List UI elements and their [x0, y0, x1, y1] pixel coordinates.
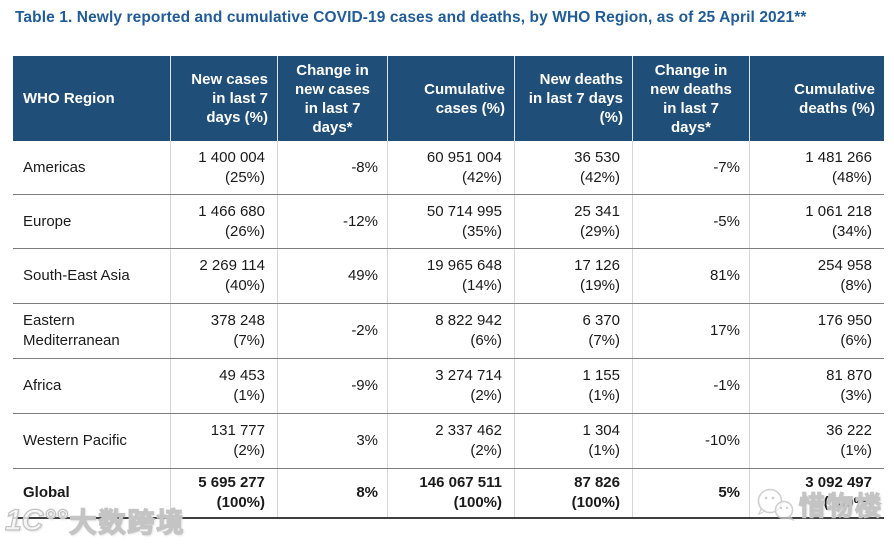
table-row-africa: Africa 49 453 (1%) -9% 3 274 714 (2%) 1 … — [13, 359, 884, 414]
region-cell: Europe — [13, 195, 171, 248]
header-line: in last 7 days — [528, 90, 623, 107]
header-line: in last 7 — [304, 99, 361, 117]
cumulative-cases-cell: 50 714 995 (35%) — [388, 195, 515, 248]
change-new-deaths-cell: -10% — [633, 414, 750, 468]
new-deaths-cell: 1 304 (1%) — [515, 414, 633, 468]
cumulative-cases-cell: 146 067 511 (100%) — [388, 469, 515, 517]
new-cases-cell: 49 453 (1%) — [171, 359, 278, 413]
header-line: days (%) — [206, 109, 268, 126]
header-who-region: WHO Region — [13, 56, 171, 141]
cumulative-cases-cell: 19 965 648 (14%) — [388, 249, 515, 303]
change-new-deaths-cell: -7% — [633, 141, 750, 194]
cumulative-deaths-cell: 254 958 (8%) — [817, 257, 872, 294]
header-line: in last 7 — [212, 90, 268, 107]
cumulative-deaths-cell: 176 950 (6%) — [817, 312, 872, 349]
header-line: deaths (%) — [799, 99, 875, 117]
table-header-row: WHO Region New cases in last 7 days (%) … — [13, 56, 884, 141]
region-cell: Western Pacific — [13, 414, 171, 468]
cumulative-deaths-cell: 81 870 (3%) — [826, 367, 872, 404]
new-deaths-cell: 1 155 (1%) — [515, 359, 633, 413]
header-line: days* — [670, 118, 712, 136]
new-deaths-cell: 87 826 (100%) — [515, 469, 633, 517]
header-line: (%) — [599, 109, 623, 126]
table-row-eastern-mediterranean: Eastern Mediterranean 378 248 (7%) -2% 8… — [13, 304, 884, 359]
change-new-cases-cell: -2% — [278, 304, 388, 358]
cumulative-deaths-cell: 36 222 (1%) — [826, 422, 872, 459]
covid-table: WHO Region New cases in last 7 days (%) … — [13, 56, 884, 519]
table-row-global: Global 5 695 277 (100%) 8% 146 067 511 (… — [13, 469, 884, 519]
region-cell: South-East Asia — [13, 249, 171, 303]
new-cases-cell: 1 466 680 (26%) — [171, 195, 278, 248]
new-cases-cell: 131 777 (2%) — [171, 414, 278, 468]
cumulative-cases-cell: 2 337 462 (2%) — [388, 414, 515, 468]
change-new-cases-cell: -9% — [278, 359, 388, 413]
header-change-new-cases: Change in new cases in last 7 days* — [278, 56, 388, 141]
change-new-deaths-cell: -1% — [633, 359, 750, 413]
header-cumulative-deaths: Cumulative deaths (%) — [750, 56, 884, 141]
change-new-cases-cell: 49% — [278, 249, 388, 303]
new-cases-cell: 1 400 004 (25%) — [171, 141, 278, 194]
new-deaths-cell: 6 370 (7%) — [515, 304, 633, 358]
cumulative-cases-cell: 8 822 942 (6%) — [388, 304, 515, 358]
region-cell: Africa — [13, 359, 171, 413]
change-new-cases-cell: -8% — [278, 141, 388, 194]
change-new-cases-cell: 3% — [278, 414, 388, 468]
header-new-cases: New cases in last 7 days (%) — [171, 56, 278, 141]
table-row-americas: Americas 1 400 004 (25%) -8% 60 951 004 … — [13, 141, 884, 195]
page-title: Table 1. Newly reported and cumulative C… — [15, 9, 807, 26]
new-cases-cell: 378 248 (7%) — [171, 304, 278, 358]
change-new-deaths-cell: 81% — [633, 249, 750, 303]
header-line: Cumulative — [424, 80, 505, 98]
cumulative-cases-cell: 3 274 714 (2%) — [388, 359, 515, 413]
header-cumulative-cases: Cumulative cases (%) — [388, 56, 515, 141]
region-cell: Eastern Mediterranean — [13, 304, 171, 358]
cumulative-deaths-cell: 3 092 497 (100%) — [805, 474, 872, 511]
table-row-europe: Europe 1 466 680 (26%) -12% 50 714 995 (… — [13, 195, 884, 249]
header-line: new deaths — [650, 80, 732, 98]
region-cell: Americas — [13, 141, 171, 194]
header-line: Cumulative — [794, 80, 875, 98]
new-cases-cell: 2 269 114 (40%) — [171, 249, 278, 303]
change-new-cases-cell: -12% — [278, 195, 388, 248]
header-line: New cases — [191, 71, 268, 88]
header-line: days* — [312, 118, 353, 136]
change-new-deaths-cell: -5% — [633, 195, 750, 248]
header-line: New deaths — [539, 71, 623, 88]
header-line: new cases — [294, 80, 371, 98]
header-line: Change in — [654, 61, 728, 79]
cumulative-deaths-cell: 1 061 218 (34%) — [805, 202, 872, 240]
change-new-deaths-cell: 17% — [633, 304, 750, 358]
new-deaths-cell: 17 126 (19%) — [515, 249, 633, 303]
header-new-deaths: New deaths in last 7 days (%) — [515, 56, 633, 141]
header-line: cases (%) — [435, 99, 505, 117]
cumulative-cases-cell: 60 951 004 (42%) — [388, 141, 515, 194]
header-line: WHO Region — [23, 90, 115, 107]
new-cases-cell: 5 695 277 (100%) — [171, 469, 278, 517]
table-row-south-east-asia: South-East Asia 2 269 114 (40%) 49% 19 9… — [13, 249, 884, 304]
change-new-deaths-cell: 5% — [633, 469, 750, 517]
new-deaths-cell: 25 341 (29%) — [515, 195, 633, 248]
region-cell: Global — [13, 469, 171, 517]
table-row-western-pacific: Western Pacific 131 777 (2%) 3% 2 337 46… — [13, 414, 884, 469]
new-deaths-cell: 36 530 (42%) — [515, 141, 633, 194]
header-change-new-deaths: Change in new deaths in last 7 days* — [633, 56, 750, 141]
header-line: in last 7 — [663, 99, 719, 117]
header-line: Change in — [296, 61, 369, 79]
cumulative-deaths-cell: 1 481 266 (48%) — [805, 148, 872, 186]
change-new-cases-cell: 8% — [278, 469, 388, 517]
